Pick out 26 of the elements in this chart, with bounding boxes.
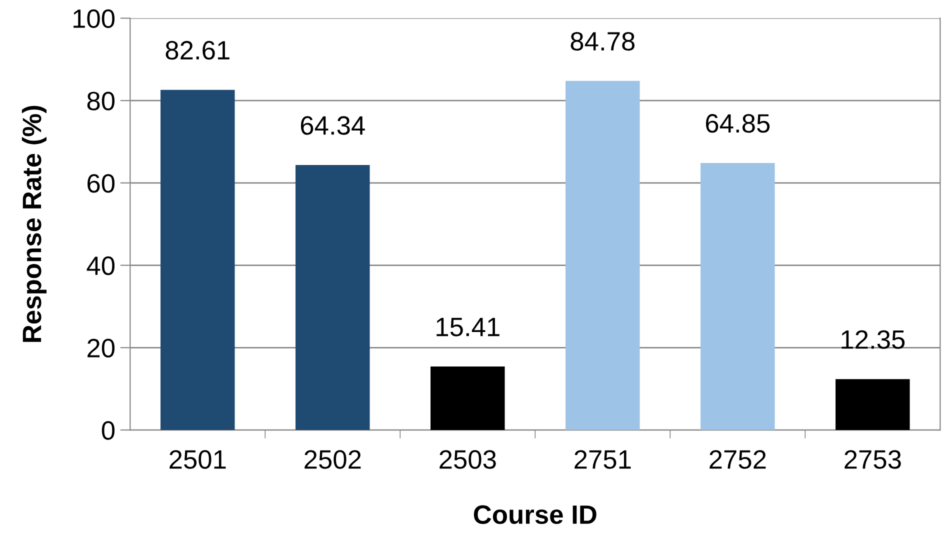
bar [836, 379, 910, 430]
y-axis-title: Response Rate (%) [22, 106, 47, 342]
data-label: 82.61 [166, 40, 230, 60]
x-tick-label: 2751 [574, 450, 631, 469]
data-label: 64.85 [706, 114, 770, 133]
y-tick-label: 80 [87, 92, 115, 110]
bar [700, 162, 775, 430]
data-label: 15.41 [436, 318, 500, 336]
x-tick-label: 2752 [710, 450, 766, 469]
y-tick-label: 0 [102, 421, 115, 440]
bar [296, 165, 370, 430]
bar [566, 80, 640, 430]
y-tick-label: 100 [74, 9, 115, 28]
data-label: 12.35 [842, 330, 905, 349]
y-tick-label: 40 [86, 256, 115, 276]
x-tick-label: 2501 [170, 450, 226, 469]
y-tick-label: 20 [88, 338, 115, 358]
bar [430, 366, 505, 430]
data-label: 64.34 [300, 116, 365, 135]
y-tick-label: 60 [88, 174, 115, 193]
x-tick-label: 2502 [304, 450, 361, 469]
data-label: 84.78 [570, 32, 635, 51]
x-axis-title: Course ID [474, 505, 596, 524]
x-tick-label: 2753 [844, 450, 901, 469]
x-tick-label: 2503 [440, 450, 496, 469]
bar [160, 90, 235, 430]
